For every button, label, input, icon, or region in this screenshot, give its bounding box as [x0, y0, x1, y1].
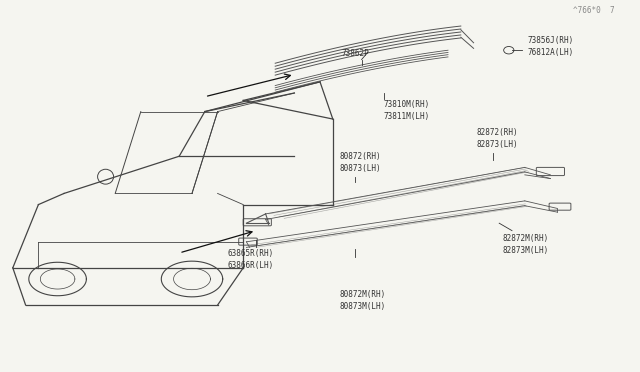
Text: 73810M(RH)
73811M(LH): 73810M(RH) 73811M(LH) — [384, 100, 430, 121]
Text: 82872(RH)
82873(LH): 82872(RH) 82873(LH) — [477, 128, 518, 149]
Text: 80872M(RH)
80873M(LH): 80872M(RH) 80873M(LH) — [339, 290, 385, 311]
Text: 73856J(RH)
76812A(LH): 73856J(RH) 76812A(LH) — [528, 36, 574, 57]
Text: ^766*0  7: ^766*0 7 — [573, 6, 614, 15]
Text: 73862P: 73862P — [341, 49, 369, 58]
Text: 80872(RH)
80873(LH): 80872(RH) 80873(LH) — [339, 152, 381, 173]
Text: 63865R(RH)
63866R(LH): 63865R(RH) 63866R(LH) — [227, 249, 273, 270]
Text: 82872M(RH)
82873M(LH): 82872M(RH) 82873M(LH) — [502, 234, 548, 255]
